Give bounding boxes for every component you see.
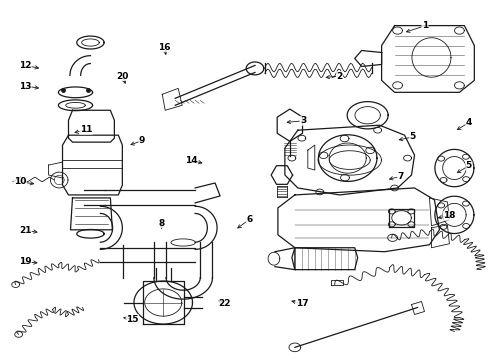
Text: 7: 7 bbox=[397, 172, 403, 181]
Text: 1: 1 bbox=[421, 21, 427, 30]
Text: 14: 14 bbox=[184, 156, 197, 165]
Text: 18: 18 bbox=[442, 211, 455, 220]
Text: 4: 4 bbox=[465, 118, 471, 127]
Text: 6: 6 bbox=[246, 215, 252, 224]
Text: 11: 11 bbox=[80, 125, 92, 134]
Text: 8: 8 bbox=[158, 219, 164, 228]
Text: 16: 16 bbox=[158, 43, 170, 52]
Text: 13: 13 bbox=[19, 82, 31, 91]
Text: 21: 21 bbox=[19, 226, 31, 235]
Text: 5: 5 bbox=[409, 132, 415, 141]
Text: 22: 22 bbox=[218, 299, 231, 308]
Text: 9: 9 bbox=[139, 136, 145, 145]
Text: 10: 10 bbox=[14, 177, 26, 186]
Text: 5: 5 bbox=[465, 161, 471, 170]
Text: 12: 12 bbox=[19, 61, 31, 70]
Text: 17: 17 bbox=[295, 299, 308, 308]
Text: 3: 3 bbox=[299, 116, 305, 125]
Text: 19: 19 bbox=[19, 257, 31, 266]
Text: 15: 15 bbox=[126, 315, 138, 324]
Text: 2: 2 bbox=[336, 72, 342, 81]
Text: 20: 20 bbox=[116, 72, 128, 81]
